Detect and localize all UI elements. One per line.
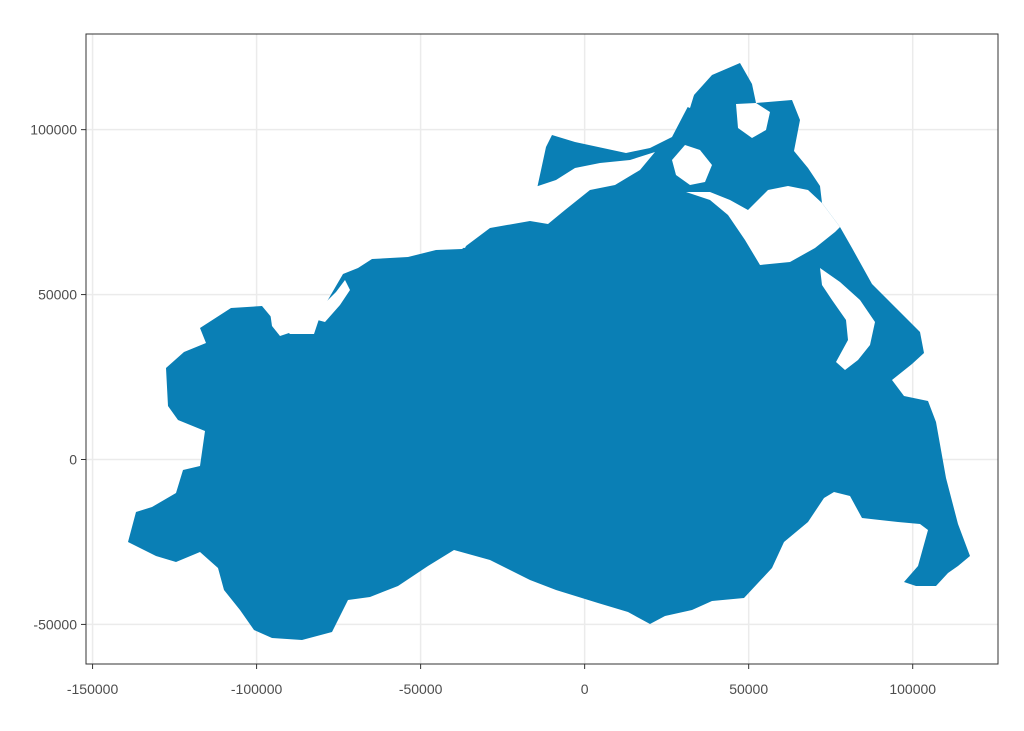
x-tick-label: -50000 [399,681,443,697]
y-axis: -50000 0 50000 100000 [30,122,86,632]
y-tick-label: 50000 [38,287,77,303]
x-tick-label: 100000 [889,681,936,697]
x-tick-label: 50000 [729,681,768,697]
y-tick-label: 100000 [30,122,77,138]
y-tick-label: -50000 [33,616,77,632]
y-tick-label: 0 [69,451,77,467]
coastal-water [270,92,875,370]
panel-border [85,33,999,665]
x-tick-label: -150000 [67,681,119,697]
x-axis: -150000 -100000 -50000 0 50000 100000 [67,664,936,697]
x-tick-label: 0 [581,681,589,697]
x-tick-label: -100000 [231,681,283,697]
